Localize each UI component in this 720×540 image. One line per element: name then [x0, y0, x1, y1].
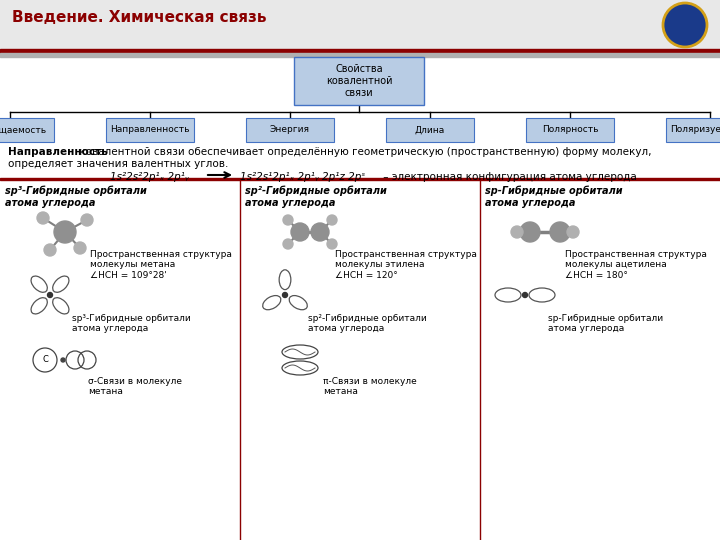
Text: Пространственная структура
молекулы этилена
∠HCH = 120°: Пространственная структура молекулы этил… [335, 250, 477, 280]
FancyBboxPatch shape [294, 57, 424, 105]
Text: sp²-Гибридные орбитали
атома углерода: sp²-Гибридные орбитали атома углерода [245, 186, 387, 208]
Text: sp²-Гибридные орбитали
атома углерода: sp²-Гибридные орбитали атома углерода [308, 314, 427, 333]
Text: Энергия: Энергия [270, 125, 310, 134]
Circle shape [283, 215, 293, 225]
Text: 1s²2s²2p¹ₓ 2p¹ᵧ: 1s²2s²2p¹ₓ 2p¹ᵧ [110, 172, 189, 182]
Bar [0, 49, 720, 53]
Text: 1s²2s¹2p¹ₓ 2p¹ᵧ 2p¹z 2pˢ: 1s²2s¹2p¹ₓ 2p¹ᵧ 2p¹z 2pˢ [240, 172, 365, 182]
Circle shape [567, 226, 579, 238]
Circle shape [327, 215, 337, 225]
Text: sp-Гибридные орбитали
атома углерода: sp-Гибридные орбитали атома углерода [485, 186, 623, 208]
Circle shape [327, 239, 337, 249]
Circle shape [283, 239, 293, 249]
Circle shape [523, 293, 528, 298]
Text: sp-Гибридные орбитали
атома углерода: sp-Гибридные орбитали атома углерода [548, 314, 663, 333]
Text: Поляризуемость: Поляризуемость [670, 125, 720, 134]
Circle shape [663, 3, 707, 47]
Circle shape [81, 214, 93, 226]
Circle shape [61, 358, 65, 362]
Text: определяет значения валентных углов.: определяет значения валентных углов. [8, 159, 228, 169]
Text: Пространственная структура
молекулы метана
∠HCH = 109°28': Пространственная структура молекулы мета… [90, 250, 232, 280]
Text: C: C [42, 355, 48, 364]
FancyBboxPatch shape [246, 118, 334, 142]
Text: Насыщаемость: Насыщаемость [0, 125, 46, 134]
Text: π-Связи в молекуле
метана: π-Связи в молекуле метана [323, 377, 417, 396]
Text: sp³-Гибридные орбитали
атома углерода: sp³-Гибридные орбитали атома углерода [5, 186, 147, 208]
Circle shape [282, 293, 287, 298]
Bar [0, 53, 720, 57]
Text: Полярность: Полярность [541, 125, 598, 134]
Text: Направленность: Направленность [8, 147, 108, 157]
Circle shape [311, 223, 329, 241]
FancyBboxPatch shape [106, 118, 194, 142]
Circle shape [54, 221, 76, 243]
Circle shape [520, 222, 540, 242]
FancyBboxPatch shape [666, 118, 720, 142]
Bar [0, 178, 720, 180]
Circle shape [511, 226, 523, 238]
FancyBboxPatch shape [526, 118, 614, 142]
Text: Введение. Химическая связь: Введение. Химическая связь [12, 10, 266, 25]
Text: sp³-Гибридные орбитали
атома углерода: sp³-Гибридные орбитали атома углерода [72, 314, 191, 333]
Bar [0, 0, 720, 50]
Text: Направленность: Направленность [110, 125, 190, 134]
Text: Свойства
ковалентной
связи: Свойства ковалентной связи [325, 64, 392, 98]
Circle shape [550, 222, 570, 242]
Text: – электронная конфигурация атома углерода: – электронная конфигурация атома углерод… [380, 172, 636, 182]
FancyBboxPatch shape [386, 118, 474, 142]
Text: ковалентной связи обеспечивает определённую геометрическую (пространственную) фо: ковалентной связи обеспечивает определён… [76, 147, 652, 157]
FancyBboxPatch shape [0, 118, 54, 142]
Circle shape [74, 242, 86, 254]
Circle shape [291, 223, 309, 241]
Text: Длина: Длина [415, 125, 445, 134]
Circle shape [48, 293, 53, 298]
Text: Пространственная структура
молекулы ацетилена
∠HCH = 180°: Пространственная структура молекулы ацет… [565, 250, 707, 280]
Circle shape [37, 212, 49, 224]
Circle shape [44, 244, 56, 256]
Text: σ-Связи в молекуле
метана: σ-Связи в молекуле метана [88, 377, 182, 396]
